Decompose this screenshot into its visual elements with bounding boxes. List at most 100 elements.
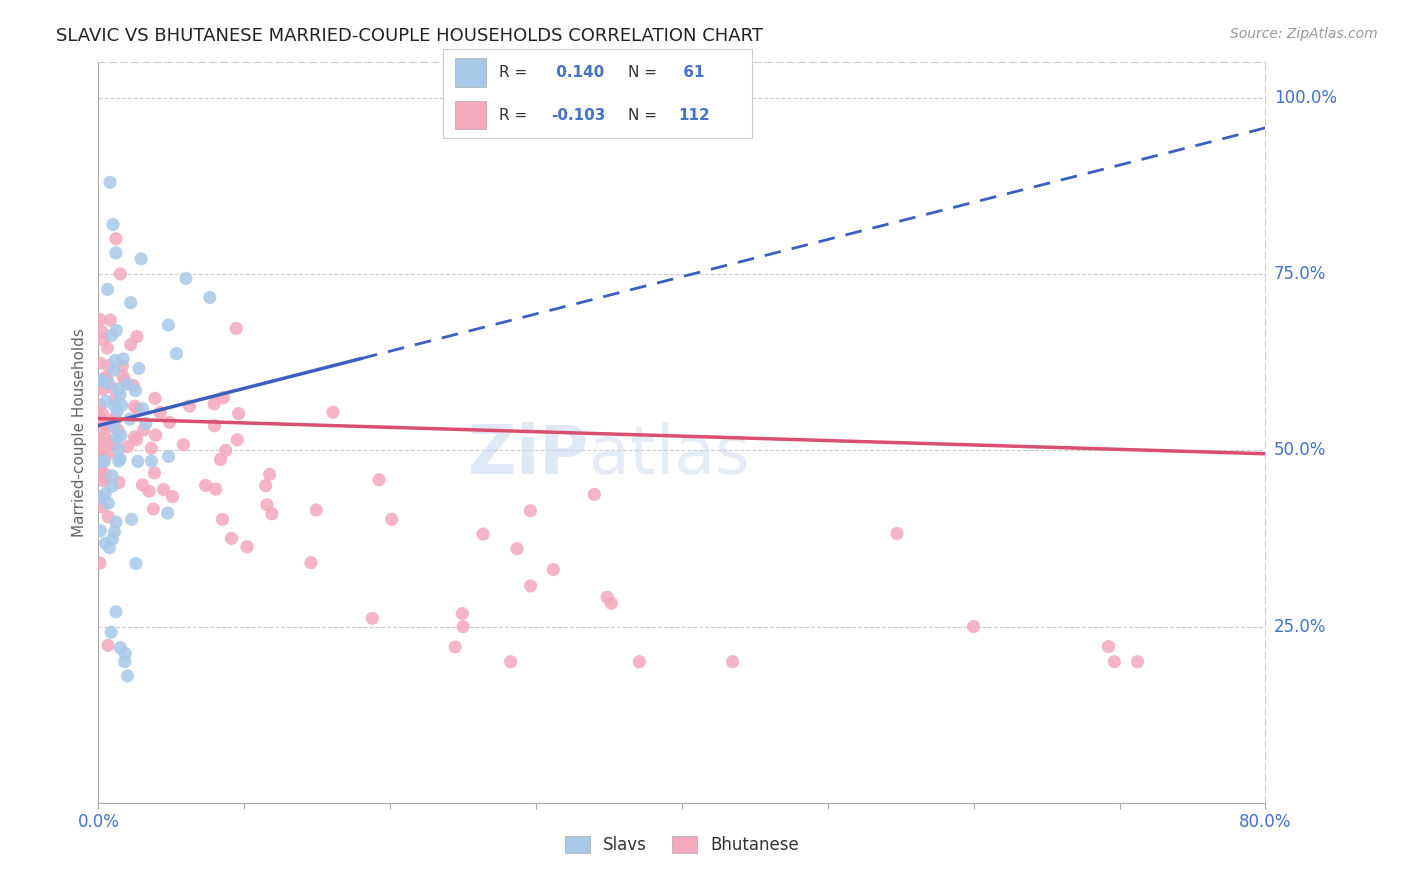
Point (254, 478, 277, 492)
Text: 0.140: 0.140 (551, 65, 605, 79)
Point (204, 418, 226, 433)
Point (91, 325, 114, 339)
Point (97, 447, 120, 461)
Point (125, 329, 148, 343)
Point (451, 607, 474, 621)
Point (104, 232, 127, 246)
Point (145, 428, 167, 442)
Point (519, 504, 541, 518)
Point (89, 423, 111, 437)
Point (110, 398, 132, 412)
Point (110, 267, 132, 281)
Point (179, 399, 201, 413)
Point (101, 479, 124, 493)
Point (114, 374, 136, 388)
Point (299, 556, 322, 570)
Point (91, 407, 114, 421)
Point (96, 372, 118, 386)
Point (105, 515, 128, 529)
Point (135, 417, 157, 431)
Point (104, 245, 127, 260)
Point (90, 491, 112, 505)
Point (111, 368, 134, 383)
Point (122, 378, 145, 392)
Text: atlas: atlas (589, 422, 749, 488)
Point (98, 313, 121, 327)
Point (125, 433, 148, 447)
Point (101, 380, 124, 394)
Point (89, 461, 111, 475)
Point (117, 669, 139, 683)
Point (91, 383, 114, 397)
Point (103, 411, 125, 425)
Point (259, 467, 281, 482)
Point (104, 392, 127, 407)
Point (105, 431, 128, 445)
Point (260, 507, 283, 521)
Point (94, 418, 117, 433)
Point (886, 526, 908, 541)
Text: -0.103: -0.103 (551, 108, 606, 122)
Point (104, 605, 127, 619)
Point (204, 482, 226, 496)
Point (100, 328, 122, 343)
Point (157, 450, 180, 464)
Point (89, 442, 111, 456)
Point (131, 478, 153, 492)
Point (105, 324, 128, 338)
Point (107, 382, 129, 396)
Point (104, 437, 127, 451)
Text: N =: N = (628, 108, 662, 122)
Point (101, 469, 124, 483)
Point (138, 484, 160, 499)
Point (93, 454, 115, 468)
Point (212, 391, 235, 405)
Point (124, 399, 146, 413)
Point (89, 356, 111, 370)
Point (194, 478, 217, 492)
Point (124, 430, 146, 444)
Point (107, 454, 129, 468)
Text: 61: 61 (678, 65, 704, 79)
Point (1104, 655, 1126, 669)
Point (94, 487, 117, 501)
Point (100, 419, 122, 434)
Point (159, 416, 181, 430)
Point (104, 399, 127, 413)
Point (202, 397, 225, 411)
Point (98, 541, 121, 555)
Point (128, 361, 150, 376)
Point (583, 487, 606, 501)
Point (108, 388, 131, 402)
Point (97, 359, 120, 373)
Text: R =: R = (499, 65, 531, 79)
Point (305, 503, 328, 517)
Point (596, 591, 619, 605)
Point (89, 410, 111, 425)
Text: R =: R = (499, 108, 531, 122)
Point (93, 467, 115, 481)
Point (89, 556, 111, 570)
Point (225, 321, 247, 335)
Point (96, 341, 118, 355)
Point (628, 655, 651, 669)
Text: 25.0%: 25.0% (1274, 617, 1326, 635)
Point (94, 536, 117, 550)
Point (89, 524, 111, 538)
Point (142, 502, 165, 516)
Point (103, 363, 125, 377)
Point (103, 437, 125, 451)
Point (104, 353, 127, 368)
Point (211, 512, 233, 526)
Point (120, 337, 142, 351)
Text: 112: 112 (678, 108, 710, 122)
Point (107, 442, 129, 457)
Point (451, 619, 474, 633)
Text: N =: N = (628, 65, 662, 79)
Point (1126, 655, 1149, 669)
Point (174, 271, 197, 285)
Point (141, 454, 163, 468)
Point (1097, 640, 1119, 654)
Point (97, 509, 120, 524)
Point (209, 452, 232, 467)
